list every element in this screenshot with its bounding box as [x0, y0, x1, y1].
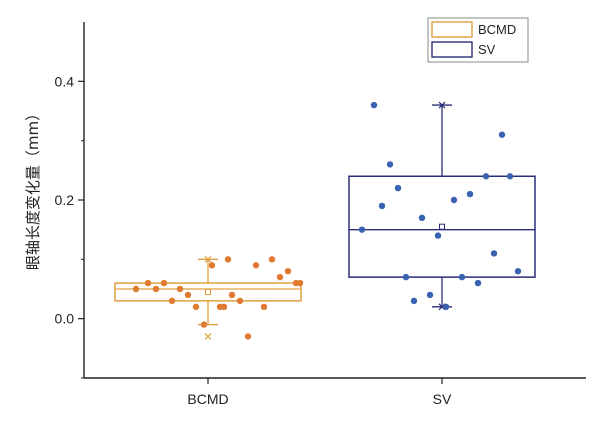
legend-swatch-sv	[431, 41, 473, 58]
boxes	[114, 101, 536, 340]
box-iqr	[348, 175, 536, 278]
point-bcmd	[200, 321, 208, 328]
point-bcmd	[276, 273, 284, 281]
point-bcmd	[132, 285, 140, 293]
point-sv	[358, 226, 366, 233]
point-sv	[378, 202, 386, 210]
legend-label: SV	[478, 42, 496, 57]
point-sv	[386, 161, 394, 168]
point-sv	[434, 232, 442, 239]
point-bcmd	[192, 303, 200, 310]
point-bcmd	[144, 279, 152, 287]
point-bcmd	[160, 279, 168, 287]
x-tick-label: BCMD	[187, 391, 228, 407]
point-bcmd	[228, 291, 236, 299]
point-sv	[514, 268, 522, 275]
point-bcmd	[284, 268, 292, 275]
point-sv	[466, 190, 474, 198]
point-bcmd	[208, 262, 216, 269]
point-sv	[450, 196, 458, 204]
data-points	[132, 101, 522, 340]
box-iqr	[114, 282, 302, 302]
legend-box	[427, 17, 529, 63]
point-sv	[482, 173, 490, 180]
point-bcmd	[236, 297, 244, 305]
box-sv	[348, 101, 536, 311]
point-bcmd	[152, 285, 160, 293]
point-bcmd	[220, 303, 228, 310]
mean-marker	[439, 223, 445, 230]
point-sv	[394, 184, 402, 192]
point-sv	[458, 273, 466, 281]
mean-marker	[205, 288, 211, 295]
point-sv	[402, 273, 410, 281]
point-bcmd	[268, 256, 276, 263]
point-sv	[442, 303, 450, 310]
point-sv	[490, 250, 498, 257]
point-sv	[474, 279, 482, 287]
legend: BCMD SV	[427, 17, 529, 63]
point-sv	[498, 131, 506, 138]
y-tick-label: 0.2	[55, 192, 75, 208]
y-axis-label: 眼轴长度变化量（mm）	[24, 106, 42, 270]
point-sv	[426, 291, 434, 299]
point-bcmd	[296, 279, 304, 287]
point-bcmd	[260, 303, 268, 310]
point-bcmd	[244, 333, 252, 340]
point-sv	[506, 173, 514, 180]
point-bcmd	[224, 256, 232, 263]
y-tick-label: 0.0	[55, 311, 75, 327]
legend-swatch-bcmd	[431, 21, 473, 38]
point-sv	[410, 297, 418, 305]
x-tick-label: SV	[433, 391, 452, 407]
y-tick-label: 0.4	[55, 73, 75, 89]
point-bcmd	[184, 291, 192, 299]
point-sv	[418, 214, 426, 221]
max-marker	[204, 255, 212, 263]
point-bcmd	[168, 297, 176, 305]
legend-label: BCMD	[478, 22, 516, 37]
axes: 0.0 0.2 0.4 眼轴长度变化量（mm） BCMD SV	[24, 22, 586, 407]
point-sv	[370, 101, 378, 109]
point-bcmd	[252, 262, 260, 269]
max-marker	[438, 101, 446, 109]
box-bcmd	[114, 255, 302, 340]
point-bcmd	[176, 285, 184, 293]
min-marker	[204, 333, 212, 340]
